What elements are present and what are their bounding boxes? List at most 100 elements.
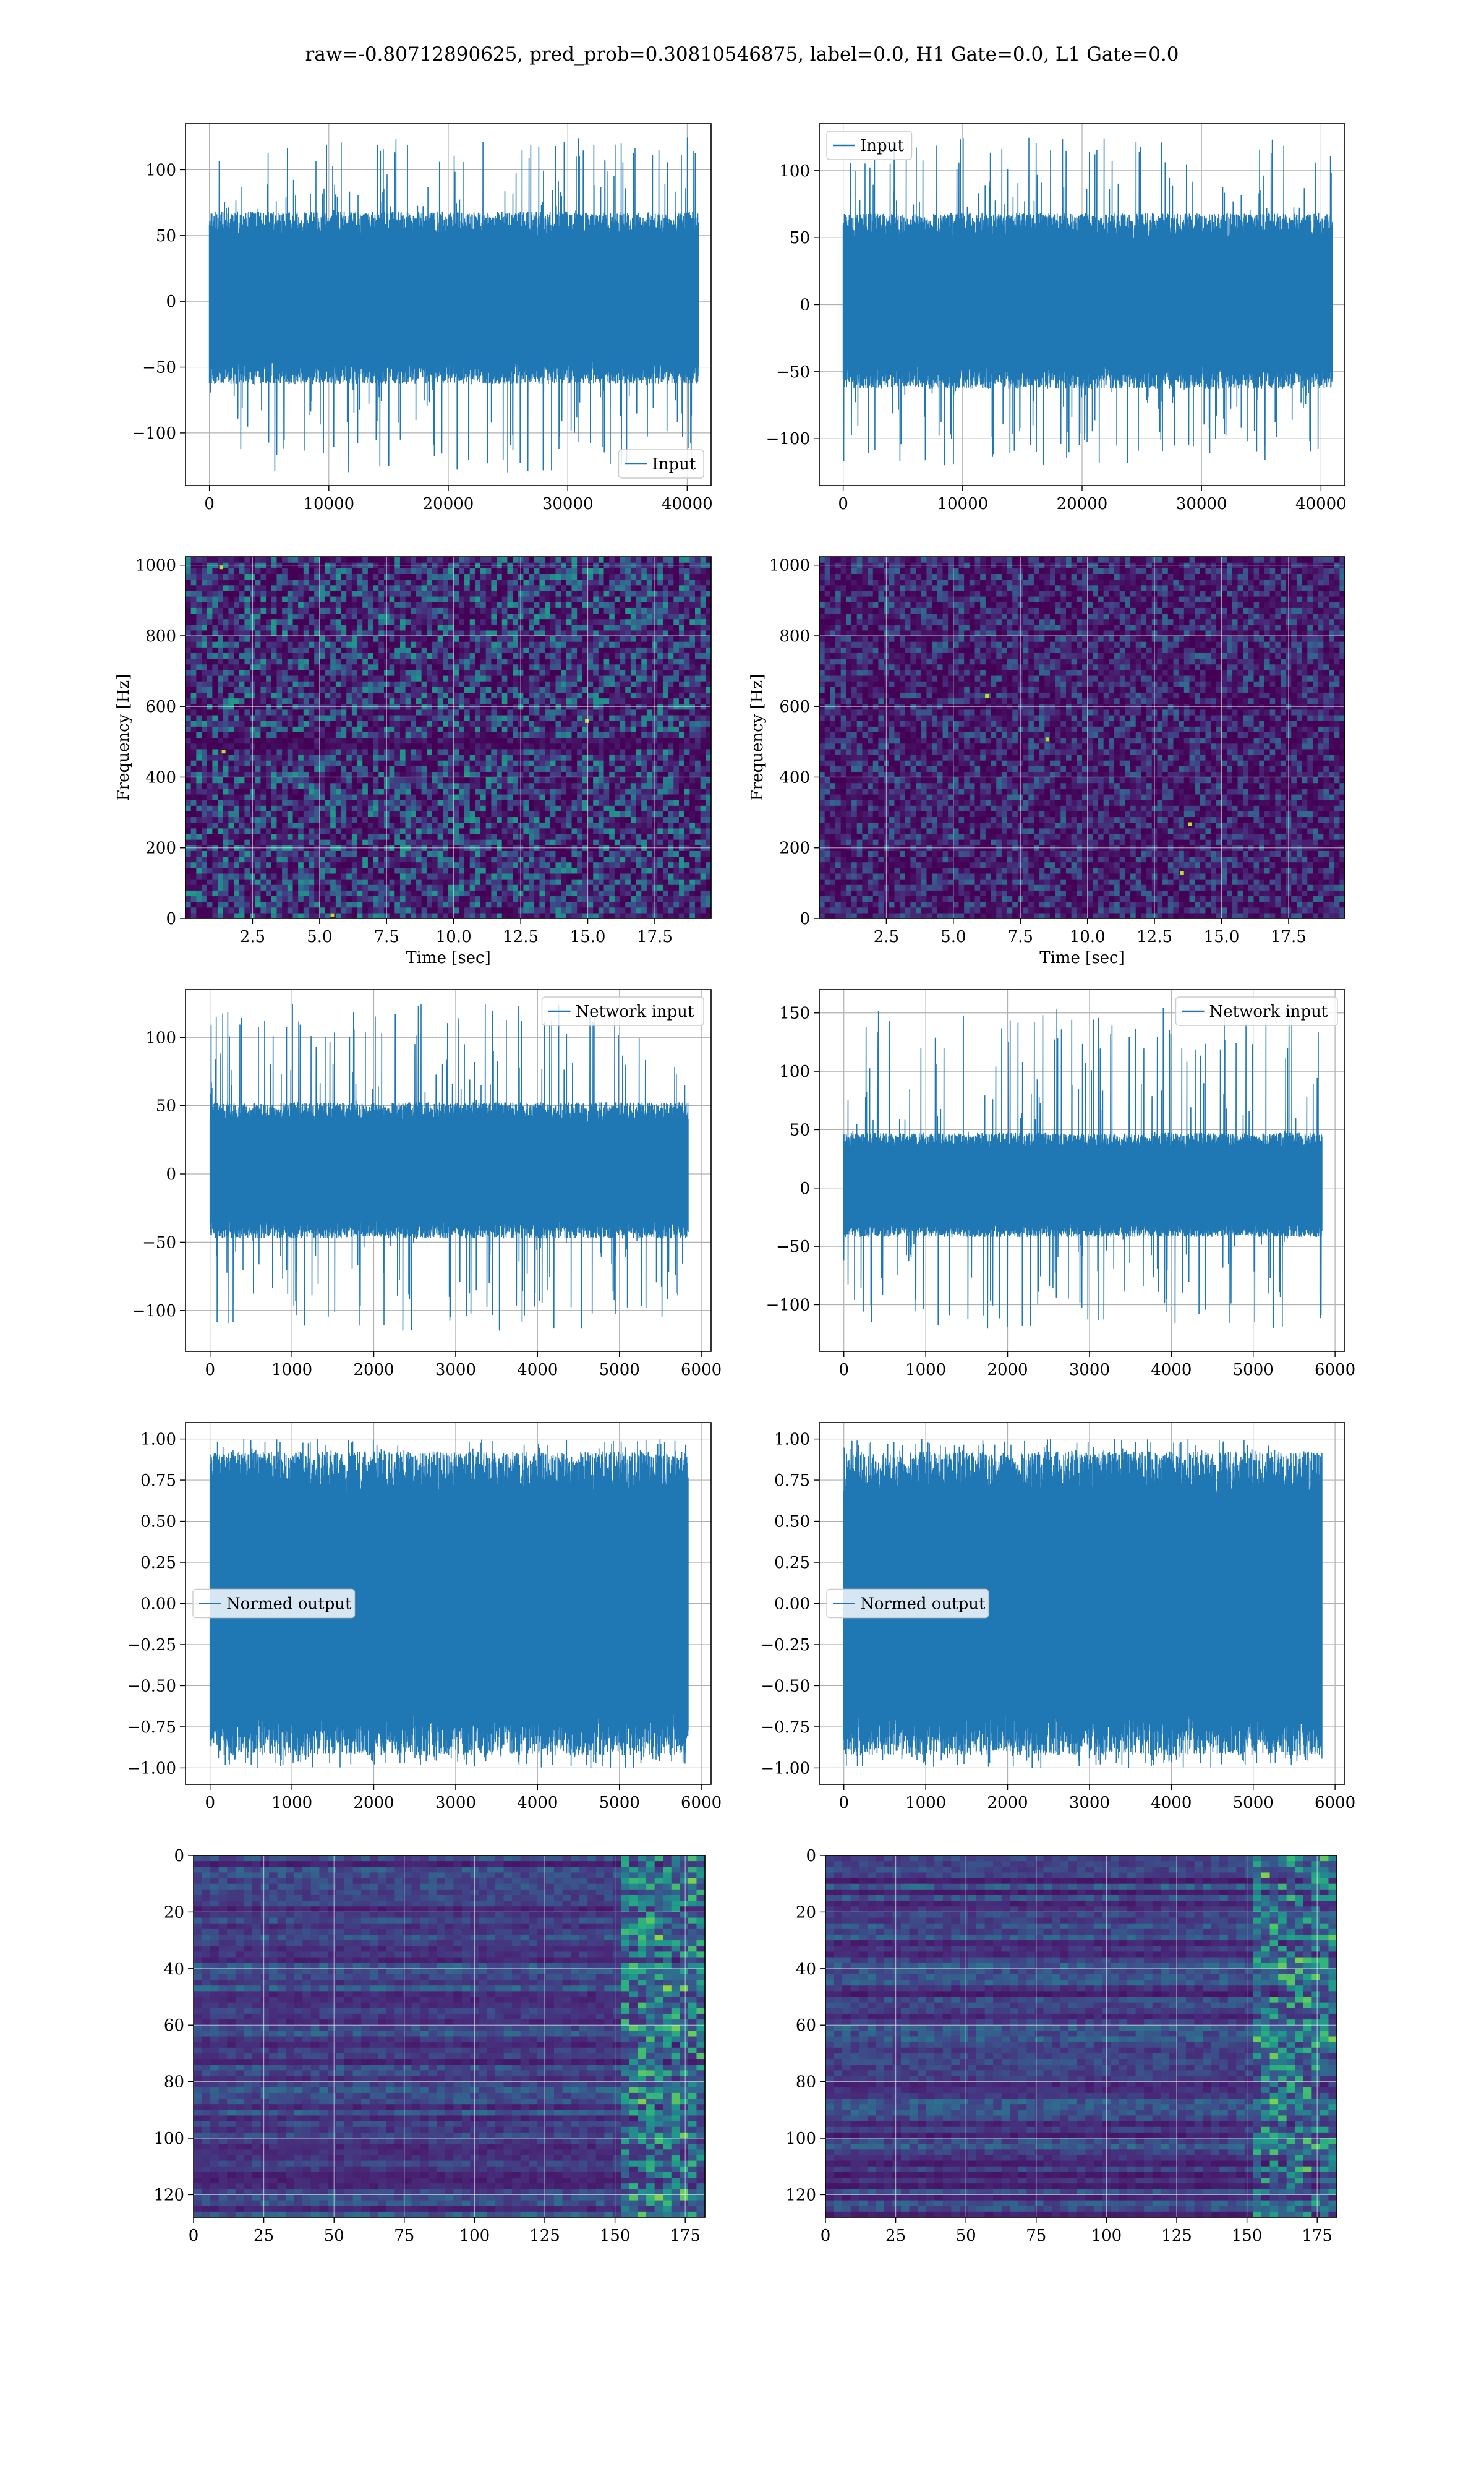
y-tick-label: 0.25	[774, 1554, 810, 1572]
axes-input-l1: 0 10000 20000 30000 40000 −100 −50 0 50 100 Input	[766, 123, 1347, 513]
y-tick-label: 1000	[135, 557, 176, 575]
grid-lines	[193, 1855, 705, 2217]
x-tick-label: 0	[205, 1361, 215, 1379]
legend-entry: Normed output	[226, 1595, 352, 1614]
heatmap-cells	[194, 1856, 706, 2218]
x-tick-label: 10.0	[436, 928, 472, 946]
y-tick-label: −50	[142, 359, 176, 377]
y-tick-label: 50	[156, 227, 176, 246]
axes-normout-h1: 0 1000 2000 3000 4000 5000 6000 −1.00 −0.75 −0.50…	[127, 1422, 722, 1812]
x-tick-label: 17.5	[637, 928, 673, 946]
x-tick-label: 6000	[681, 1794, 722, 1812]
x-tick-label: 10000	[303, 495, 354, 513]
y-tick-label: 100	[153, 2129, 184, 2148]
x-tick-label: 150	[600, 2227, 631, 2245]
y-tick-label: 60	[164, 2016, 184, 2035]
x-tick-label: 50	[956, 2227, 976, 2245]
y-tick-label: −0.50	[761, 1677, 810, 1695]
x-tick-label: 100	[1091, 2227, 1122, 2245]
y-tick-label: 0	[166, 293, 176, 311]
y-tick-label: 0.25	[140, 1554, 176, 1572]
legend-entry: Input	[652, 455, 696, 474]
axes-feat-l1: 0 25 50 75 100 125 150 175 0 20 40 60 80 100 120	[785, 1847, 1337, 2245]
y-tick-label: −1.00	[761, 1759, 810, 1778]
y-tick-label: 0	[800, 296, 810, 315]
legend-entry: Network input	[1209, 1003, 1328, 1021]
axes-root: 0 10000 20000 30000 40000−100−50050100Input0…	[114, 123, 1355, 2245]
heatmap-cells	[819, 557, 1345, 919]
x-tick-label: 0	[189, 2227, 199, 2245]
series-core	[843, 239, 1333, 365]
x-axis: 0 10000 20000 30000 40000	[204, 486, 713, 513]
x-tick-label: 1000	[905, 1794, 946, 1812]
legend: Input	[826, 131, 913, 160]
x-tick-label: 5.0	[307, 928, 332, 946]
y-axis-label: Frequency [Hz]	[114, 674, 133, 802]
y-axis: 0 20 40 60 80 100 120	[153, 1847, 194, 2204]
y-tick-label: 0	[174, 1847, 184, 1865]
y-axis: 0 20 40 60 80 100 120	[785, 1847, 825, 2204]
legend-entry: Input	[860, 137, 904, 155]
x-tick-label: 0	[838, 1361, 849, 1379]
y-tick-label: −0.75	[127, 1718, 176, 1737]
x-tick-label: 20000	[423, 495, 474, 513]
y-tick-label: −50	[776, 363, 810, 382]
legend-entry: Network input	[576, 1003, 694, 1021]
y-tick-label: 80	[164, 2073, 184, 2092]
y-tick-label: 1000	[769, 557, 810, 575]
x-tick-label: 2.5	[874, 928, 899, 946]
x-tick-label: 4000	[517, 1361, 558, 1379]
y-tick-label: 0.50	[140, 1513, 176, 1531]
x-tick-label: 50	[324, 2227, 344, 2245]
y-tick-label: 400	[145, 768, 176, 787]
y-tick-label: −0.75	[761, 1718, 810, 1737]
y-tick-label: −100	[766, 430, 810, 448]
series-core	[209, 237, 699, 361]
x-axis: 0 25 50 75 100 125 150 175	[821, 2217, 1333, 2245]
x-tick-label: 5.0	[940, 928, 966, 946]
x-tick-label: 5000	[1233, 1794, 1274, 1812]
x-tick-label: 2000	[353, 1794, 394, 1812]
x-axis: 0 1000 2000 3000 4000 5000 6000	[838, 1351, 1355, 1379]
heatmap-cells	[825, 1856, 1337, 2218]
y-tick-label: 0	[806, 1847, 816, 1865]
x-tick-label: 5000	[599, 1361, 640, 1379]
x-tick-label: 25	[254, 2227, 274, 2245]
x-axis: 0 1000 2000 3000 4000 5000 6000	[205, 1351, 722, 1379]
legend: Normed output	[826, 1588, 989, 1619]
y-tick-label: 150	[779, 1004, 810, 1023]
x-axis: 0 1000 2000 3000 4000 5000 6000	[838, 1784, 1355, 1812]
y-tick-label: 0.75	[140, 1471, 176, 1490]
y-axis: −100 −50 0 50 100	[132, 1029, 186, 1320]
legend: Network input	[1175, 996, 1338, 1026]
y-tick-label: 600	[779, 698, 810, 716]
x-tick-label: 5000	[1233, 1361, 1274, 1379]
x-tick-label: 0	[838, 1794, 849, 1812]
y-tick-label: 50	[790, 1121, 810, 1139]
y-tick-label: 400	[779, 768, 810, 787]
x-tick-label: 3000	[1069, 1361, 1110, 1379]
series-core	[210, 1123, 688, 1220]
y-tick-label: 50	[156, 1097, 176, 1116]
x-axis-label: Time [sec]	[1039, 949, 1125, 967]
y-axis: −100 −50 0 50 100 150	[766, 1004, 819, 1315]
x-tick-label: 0	[204, 495, 215, 513]
y-tick-label: −100	[132, 1302, 176, 1320]
x-tick-label: 4000	[1151, 1361, 1192, 1379]
y-tick-label: 100	[145, 161, 176, 179]
legend: Input	[618, 449, 704, 479]
x-tick-label: 25	[885, 2227, 906, 2245]
y-tick-label: 100	[779, 1063, 810, 1081]
x-axis: 0 10000 20000 30000 40000	[838, 486, 1347, 513]
y-tick-label: 600	[145, 698, 176, 716]
y-tick-label: 0	[166, 910, 176, 928]
x-tick-label: 7.5	[374, 928, 399, 946]
axes-normout-l1: 0 1000 2000 3000 4000 5000 6000 −1.00 −0.75 −0.50…	[761, 1422, 1355, 1812]
x-tick-label: 3000	[435, 1361, 476, 1379]
y-tick-label: 50	[790, 229, 810, 247]
axes-frame	[819, 556, 1345, 919]
x-tick-label: 2000	[987, 1361, 1028, 1379]
y-axis: 0 200 400 600 800 1000	[135, 557, 186, 928]
x-tick-label: 40000	[1295, 495, 1347, 513]
y-tick-label: 800	[145, 627, 176, 646]
